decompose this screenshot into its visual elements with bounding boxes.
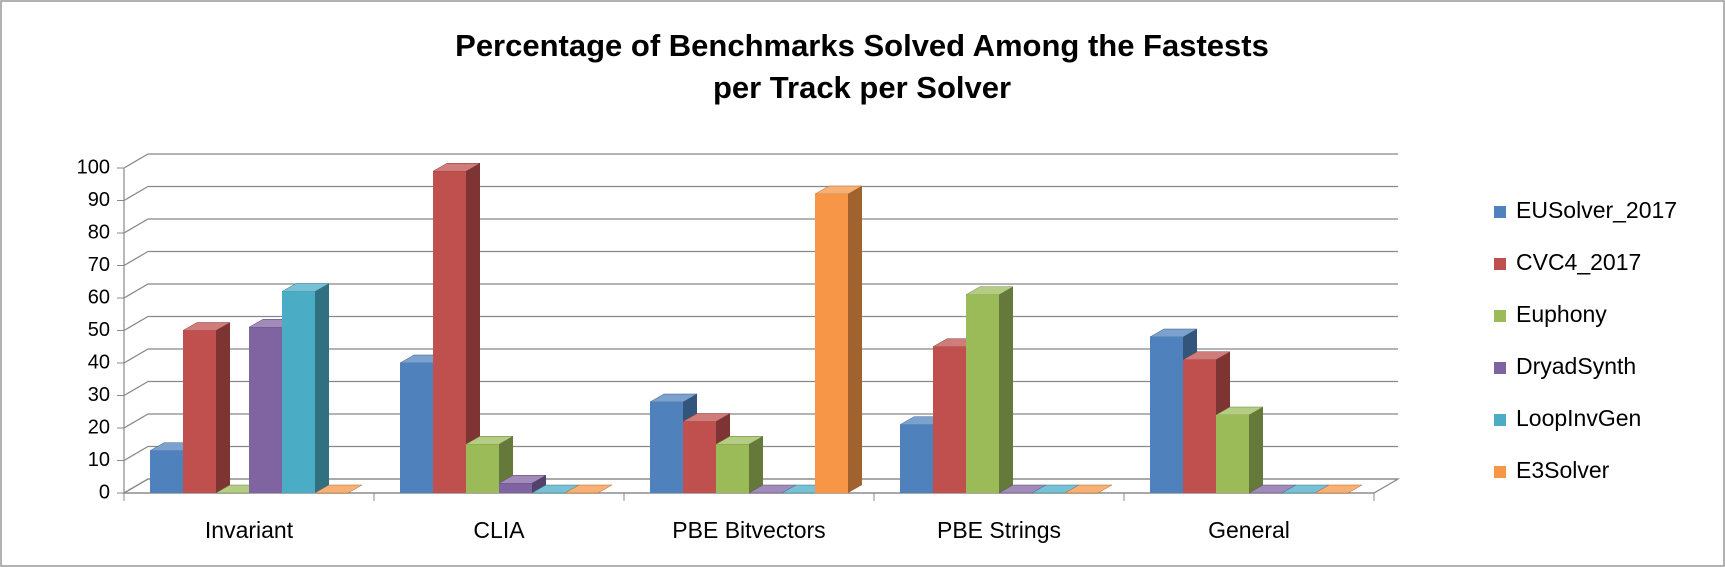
grid-line [123, 153, 1398, 169]
bar-top [314, 484, 363, 494]
legend-label: EUSolver_2017 [1516, 197, 1677, 223]
y-tick-label: 90 [88, 189, 110, 211]
bar [1216, 415, 1249, 493]
bar-top [564, 484, 613, 494]
bar [400, 363, 433, 493]
legend-marker [1494, 310, 1506, 322]
legend-label: CVC4_2017 [1516, 249, 1641, 275]
y-tick-label: 20 [88, 416, 110, 438]
legend-label: LoopInvGen [1516, 405, 1641, 431]
bar [683, 421, 716, 493]
x-tick-label: PBE Bitvectors [672, 517, 825, 543]
bar [650, 402, 683, 493]
bar-side [749, 436, 763, 493]
bar [433, 171, 466, 493]
y-tick-label: 40 [88, 351, 110, 373]
grid-line [123, 218, 1398, 234]
bar [466, 444, 499, 493]
bar-side [999, 286, 1013, 493]
bar [1183, 359, 1216, 493]
bar-side [1249, 407, 1263, 493]
y-tick-label: 70 [88, 254, 110, 276]
y-tick-label: 30 [88, 384, 110, 406]
bar-top [1314, 484, 1363, 494]
y-tick-label: 100 [77, 156, 110, 178]
y-tick-label: 10 [88, 449, 110, 471]
legend-marker [1494, 362, 1506, 374]
legend-label: Euphony [1516, 301, 1607, 327]
x-tick-label: PBE Strings [937, 517, 1061, 543]
y-tick-label: 50 [88, 319, 110, 341]
bar [815, 194, 848, 493]
bar-side [466, 163, 480, 493]
x-tick-label: General [1208, 517, 1290, 543]
chart-title: per Track per Solver [713, 70, 1011, 105]
bar [900, 424, 933, 493]
grid-line [123, 250, 1398, 267]
bar [282, 291, 315, 493]
bar [716, 444, 749, 493]
legend-marker [1494, 466, 1506, 478]
bar [966, 294, 999, 493]
bar [499, 483, 532, 493]
legend-marker [1494, 258, 1506, 270]
legend-marker [1494, 414, 1506, 426]
chart-title: Percentage of Benchmarks Solved Among th… [455, 28, 1269, 63]
bar-side [848, 186, 862, 493]
y-tick-label: 60 [88, 286, 110, 308]
bar [183, 330, 216, 493]
legend-label: E3Solver [1516, 457, 1610, 483]
bar [933, 346, 966, 493]
grid-line [123, 185, 1398, 202]
bar [249, 327, 282, 493]
bar-side [532, 475, 546, 493]
legend-marker [1494, 206, 1506, 218]
bar-side [216, 322, 230, 493]
y-tick-label: 0 [99, 481, 110, 503]
legend-label: DryadSynth [1516, 353, 1636, 379]
bar [150, 450, 183, 493]
bar-top [1064, 484, 1113, 494]
bar-side [315, 283, 329, 493]
y-tick-label: 80 [88, 221, 110, 243]
bar [1150, 337, 1183, 493]
x-tick-label: Invariant [205, 517, 294, 543]
x-tick-label: CLIA [473, 517, 525, 543]
grid-line [123, 283, 1398, 299]
